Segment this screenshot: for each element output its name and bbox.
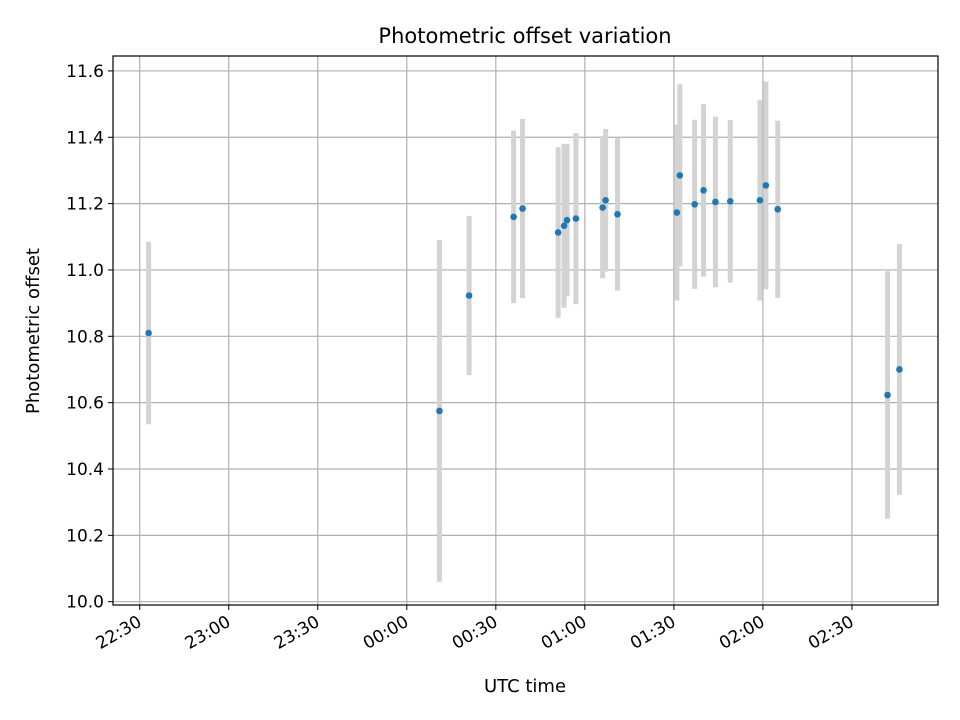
plot-frame bbox=[112, 55, 939, 606]
data-point bbox=[774, 205, 782, 213]
grid-lines bbox=[113, 56, 938, 605]
y-tick-label: 10.0 bbox=[66, 593, 104, 613]
y-tick-label: 11.2 bbox=[66, 195, 104, 215]
data-point bbox=[676, 172, 684, 179]
data-point bbox=[465, 292, 473, 299]
data-point bbox=[145, 329, 152, 337]
data-point bbox=[519, 205, 526, 212]
chart-title: Photometric offset variation bbox=[378, 24, 671, 48]
y-tick-label: 10.6 bbox=[66, 394, 104, 414]
data-point bbox=[560, 222, 568, 230]
data-point bbox=[554, 229, 562, 236]
y-axis-label: Photometric offset bbox=[23, 248, 44, 414]
y-tick-label: 11.6 bbox=[66, 62, 104, 82]
data-points bbox=[145, 172, 903, 415]
x-axis-label: UTC time bbox=[484, 676, 566, 697]
y-tick-label: 10.8 bbox=[66, 327, 104, 347]
y-axis-ticks: 10.0 10.2 10.4 10.6 10.8 11.0 11.2 11.4 11.6 bbox=[66, 62, 113, 613]
y-tick-label: 10.2 bbox=[66, 526, 104, 546]
y-tick-label: 11.0 bbox=[66, 261, 104, 281]
data-point bbox=[436, 407, 443, 415]
data-point bbox=[691, 200, 698, 208]
data-point bbox=[726, 197, 734, 205]
data-point bbox=[896, 366, 903, 373]
data-point bbox=[510, 213, 517, 221]
data-point bbox=[572, 215, 580, 222]
y-tick-label: 11.4 bbox=[66, 128, 104, 148]
data-point bbox=[673, 209, 681, 216]
data-point bbox=[712, 198, 719, 206]
data-point bbox=[762, 182, 770, 189]
data-point bbox=[599, 204, 606, 211]
data-point bbox=[756, 196, 764, 204]
data-point bbox=[602, 196, 609, 204]
data-point bbox=[563, 216, 571, 224]
data-point bbox=[884, 391, 891, 399]
data-point bbox=[614, 210, 621, 218]
data-point bbox=[700, 187, 707, 194]
y-tick-label: 10.4 bbox=[66, 460, 104, 480]
